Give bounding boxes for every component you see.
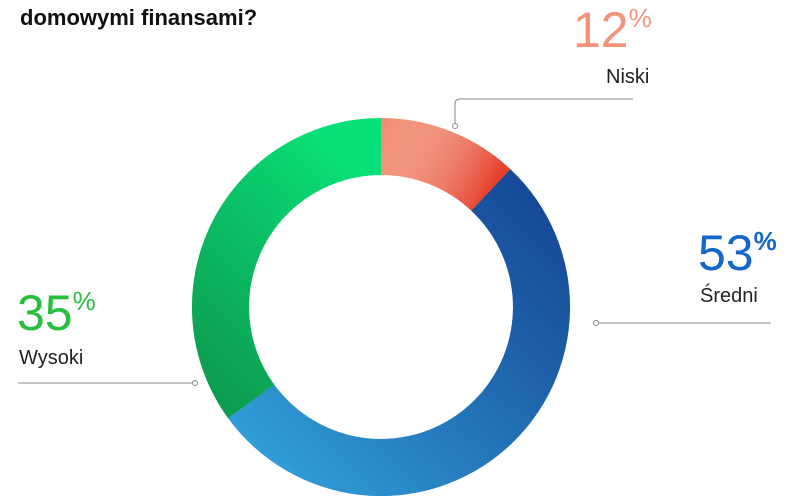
leader-lines	[18, 98, 771, 386]
segment-shade	[192, 118, 381, 419]
segment-shade	[381, 118, 511, 211]
leader-dot	[452, 123, 458, 129]
segment-shade	[228, 169, 571, 497]
value-label: 12%	[573, 2, 652, 58]
leader-dot	[593, 320, 599, 326]
leader-line	[454, 98, 633, 125]
category-label: Średni	[700, 283, 758, 307]
leader-dot	[192, 380, 198, 386]
category-label: Niski	[606, 66, 649, 88]
value-label: 53%	[698, 225, 777, 281]
chart-title: domowymi finansami?	[20, 5, 257, 30]
category-label: Wysoki	[19, 347, 83, 369]
value-label: 35%	[17, 285, 96, 341]
